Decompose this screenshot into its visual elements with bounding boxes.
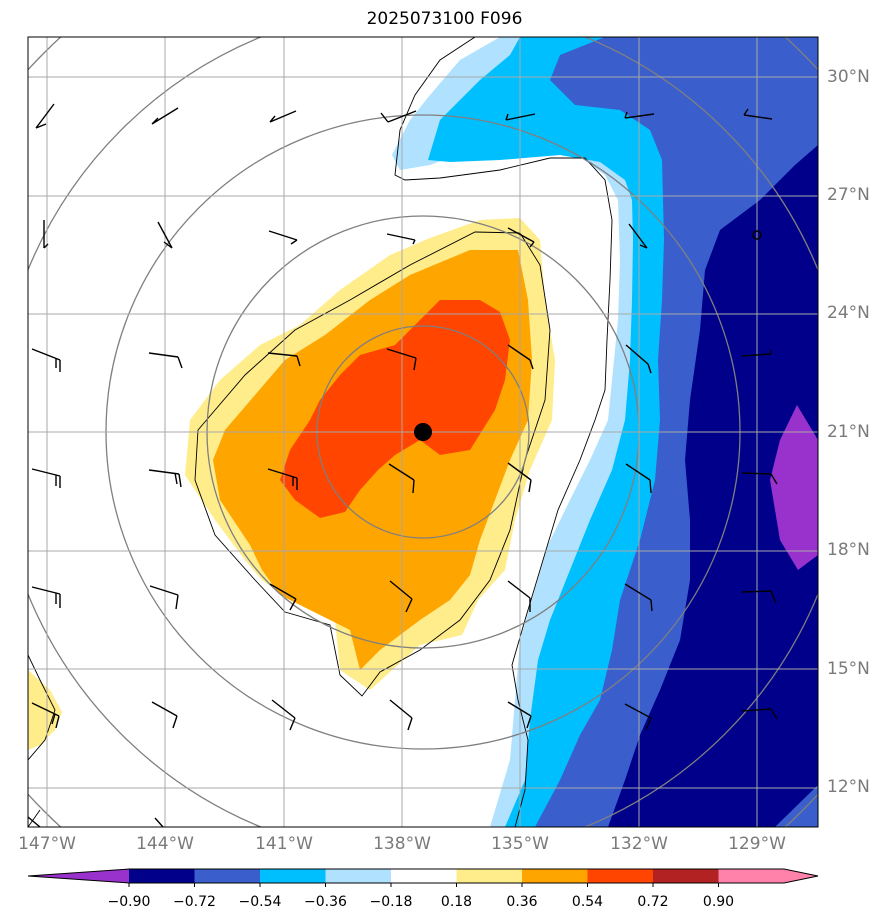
wind-barb-icon	[271, 699, 296, 731]
wind-barb-icon	[268, 230, 298, 245]
wind-barb-icon	[624, 111, 655, 119]
colorbar-segment	[391, 869, 457, 883]
wind-barb-icon	[43, 220, 49, 249]
wind-barb-icon	[389, 580, 413, 613]
lat-label: 15°N	[827, 659, 870, 679]
wind-barb-icon	[151, 701, 178, 729]
lat-label: 24°N	[827, 303, 870, 323]
lat-label: 18°N	[827, 540, 870, 560]
lon-label: 141°W	[255, 834, 313, 854]
colorbar-tick-label: 0.36	[506, 894, 538, 910]
wind-barb-icon	[628, 223, 648, 249]
colorbar-tick-label: −0.36	[304, 894, 347, 910]
colorbar-segment	[325, 869, 391, 883]
colorbar	[27, 868, 819, 887]
wind-barb-icon	[380, 110, 417, 123]
wind-barb-icon	[625, 344, 652, 374]
storm-center-icon	[414, 423, 432, 441]
wind-barb-icon	[28, 816, 41, 827]
colorbar-tick-label: 0.90	[702, 894, 735, 910]
filled-contours	[28, 37, 818, 827]
lon-label: 138°W	[373, 834, 431, 854]
wind-barb-icon	[388, 463, 415, 494]
wind-barb-icon	[743, 108, 773, 120]
wind-barb-icon	[31, 468, 61, 488]
wind-barb-icon	[741, 350, 772, 357]
wind-barb-icon	[269, 110, 297, 123]
colorbar-segment	[456, 869, 522, 883]
wind-barb-icon	[507, 701, 532, 729]
lat-label: 12°N	[827, 777, 870, 797]
wind-barb-icon	[624, 583, 653, 612]
colorbar-tick-label: 0.18	[440, 894, 473, 910]
colorbar-segment	[129, 869, 195, 883]
wind-barb-icon	[507, 227, 535, 248]
colorbar-tick-label: −0.54	[238, 894, 282, 910]
lon-label: 147°W	[18, 834, 76, 854]
colorbar-segment	[653, 869, 719, 883]
wind-barb-icon	[31, 586, 61, 608]
wind-barb-icon	[31, 348, 61, 372]
contour-neg-090	[608, 145, 818, 827]
wind-barb-icon	[148, 469, 182, 488]
colorbar-tick-label: −0.90	[107, 894, 151, 910]
lat-label: 21°N	[827, 422, 870, 442]
wind-barb-icon	[389, 699, 413, 731]
lon-label: 132°W	[610, 834, 668, 854]
contour-neg-072-corner	[775, 785, 818, 827]
lon-label: 129°W	[728, 834, 786, 854]
wind-barb-icon	[269, 583, 297, 611]
lon-label: 144°W	[136, 834, 194, 854]
colorbar-low-extension	[28, 869, 129, 883]
colorbar-segment	[194, 869, 260, 883]
wind-barb-icon	[151, 107, 179, 125]
colorbar-segment	[260, 869, 326, 883]
wind-barb-icon	[35, 103, 55, 129]
lat-label: 27°N	[827, 185, 870, 205]
colorbar-segment	[522, 869, 588, 883]
map-title: 2025073100 F096	[366, 9, 523, 29]
wind-barb-icon	[154, 817, 164, 827]
plot-frame	[27, 36, 819, 828]
colorbar-segment	[718, 869, 784, 883]
colorbar-tick-label: −0.72	[173, 894, 216, 910]
wind-barb-icon	[741, 708, 778, 720]
wind-barb-icon	[267, 468, 298, 490]
wind-barb-icon	[625, 463, 652, 494]
wind-barb-icon	[386, 348, 417, 371]
wind-barb-icon	[505, 113, 536, 121]
secondary-marker-icon	[752, 230, 762, 240]
wind-barb-icon	[386, 233, 416, 245]
wind-barb-icon	[741, 472, 778, 485]
lon-label: 135°W	[491, 834, 549, 854]
contour-pos-054	[280, 300, 510, 518]
colorbar-tick-label: −0.18	[369, 894, 413, 910]
wind-barb-icon	[507, 462, 532, 493]
colorbar-high-extension	[784, 869, 818, 883]
wind-barb-icon	[157, 221, 173, 249]
wind-barb-icon	[507, 344, 534, 370]
wind-barbs	[28, 103, 778, 827]
wind-barb-icon	[507, 580, 531, 612]
contour-neg-108	[770, 405, 818, 570]
outline-contours	[28, 37, 613, 827]
colorbar-tick-label: 0.54	[571, 894, 604, 910]
wind-barb-icon	[267, 352, 301, 367]
wind-barb-icon	[31, 702, 60, 729]
colorbar-segment	[587, 869, 653, 883]
colorbar-tick-label: 0.72	[637, 894, 669, 910]
wind-barb-icon	[741, 590, 777, 604]
wind-barb-icon	[149, 585, 179, 610]
gridlines	[28, 37, 818, 827]
wind-barb-icon	[624, 703, 652, 731]
wind-barb-icon	[148, 352, 183, 369]
lat-label: 30°N	[827, 67, 870, 87]
